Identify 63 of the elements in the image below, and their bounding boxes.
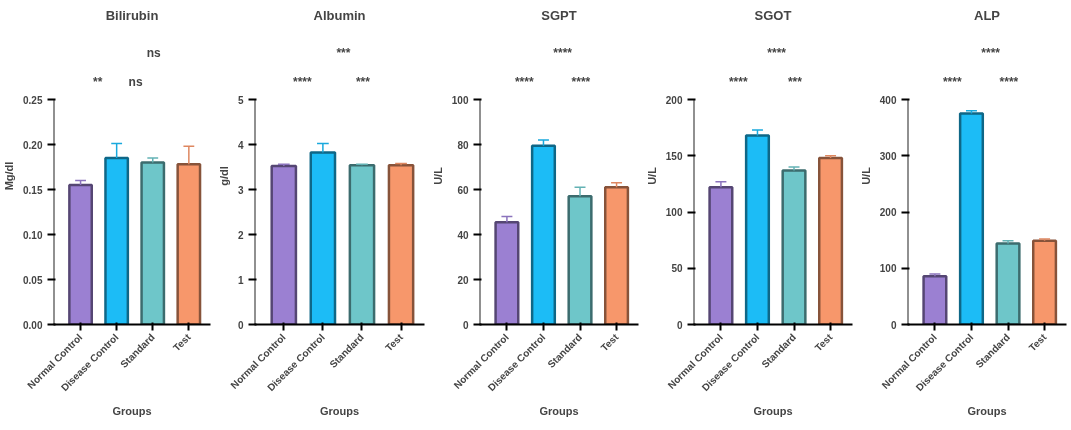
y-tick-label: 100 (451, 94, 469, 106)
y-tick-label: 20 (457, 274, 469, 286)
text: **** (293, 75, 313, 90)
x-tick-label: Test (383, 331, 406, 354)
y-tick-label: 400 (879, 94, 897, 106)
chart-title: Bilirubin (105, 7, 159, 23)
y-axis-title: U/L (645, 166, 658, 185)
y-tick-label: 0 (676, 319, 683, 331)
x-axis-title: Groups (539, 405, 579, 418)
chart-title: SGPT (541, 7, 577, 23)
y-tick-label: 1 (237, 274, 244, 286)
text: **** (981, 46, 1001, 61)
text: **** (999, 75, 1019, 90)
y-tick-label: 0.10 (23, 229, 43, 241)
y-tick-label: 0 (890, 319, 897, 331)
y-tick-label: 0 (462, 319, 469, 331)
x-tick-label: Test (598, 331, 621, 354)
text: **** (728, 75, 748, 90)
text: ns (128, 75, 143, 90)
chart-title: SGOT (754, 7, 792, 23)
text: **** (553, 46, 573, 61)
text: *** (787, 75, 803, 90)
y-axis-title: Mg/dl (3, 161, 16, 191)
text: *** (336, 46, 351, 61)
x-axis-title: Groups (112, 405, 152, 418)
y-tick-label: 150 (665, 150, 683, 162)
y-tick-label: 200 (879, 207, 897, 218)
text: *** (355, 75, 371, 90)
text: ** (93, 75, 103, 90)
y-tick-label: 100 (665, 207, 683, 218)
y-tick-label: 4 (237, 139, 244, 151)
y-tick-label: 200 (665, 94, 683, 106)
x-tick-label: Test (170, 331, 194, 354)
chart-title: ALP (974, 7, 1001, 23)
y-axis-title: g/dl (217, 166, 230, 186)
y-tick-label: 60 (457, 184, 469, 196)
y-tick-label: 80 (457, 139, 469, 151)
y-tick-label: 2 (237, 229, 244, 241)
x-tick-label: Test (1026, 331, 1049, 354)
y-tick-label: 3 (237, 184, 244, 196)
y-axis-title: U/L (859, 166, 872, 185)
y-tick-label: 100 (879, 263, 897, 275)
x-axis-title: Groups (753, 405, 793, 418)
text: **** (571, 75, 591, 90)
y-axis-title: U/L (431, 166, 444, 185)
y-tick-label: 0.00 (23, 319, 43, 331)
y-tick-label: 5 (237, 94, 244, 106)
y-tick-label: 50 (671, 263, 683, 275)
y-tick-label: 0.15 (23, 184, 43, 196)
text: **** (942, 75, 962, 90)
text: **** (514, 75, 534, 90)
chart-title: Albumin (313, 7, 366, 23)
text: **** (767, 46, 787, 61)
y-tick-label: 0.05 (23, 274, 43, 286)
y-tick-label: 0 (237, 319, 244, 331)
y-tick-label: 300 (879, 150, 897, 162)
x-axis-title: Groups (967, 405, 1007, 418)
y-tick-label: 40 (457, 229, 469, 241)
text: ns (146, 46, 161, 61)
y-tick-label: 0.25 (23, 94, 43, 106)
x-tick-label: Test (812, 331, 835, 354)
x-axis-title: Groups (319, 405, 360, 418)
y-tick-label: 0.20 (23, 139, 43, 151)
